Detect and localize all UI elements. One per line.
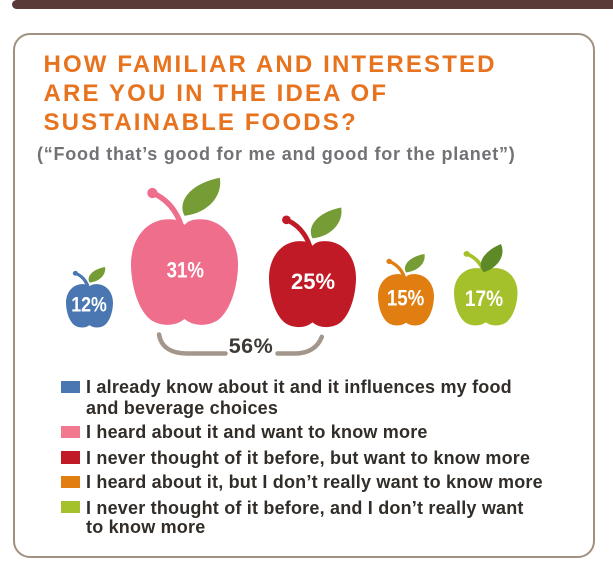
svg-text:25%: 25% bbox=[291, 269, 335, 294]
svg-text:56%: 56% bbox=[229, 334, 274, 358]
svg-text:12%: 12% bbox=[71, 294, 107, 317]
svg-text:31%: 31% bbox=[167, 257, 204, 282]
svg-text:17%: 17% bbox=[465, 286, 503, 311]
svg-text:15%: 15% bbox=[387, 285, 425, 310]
